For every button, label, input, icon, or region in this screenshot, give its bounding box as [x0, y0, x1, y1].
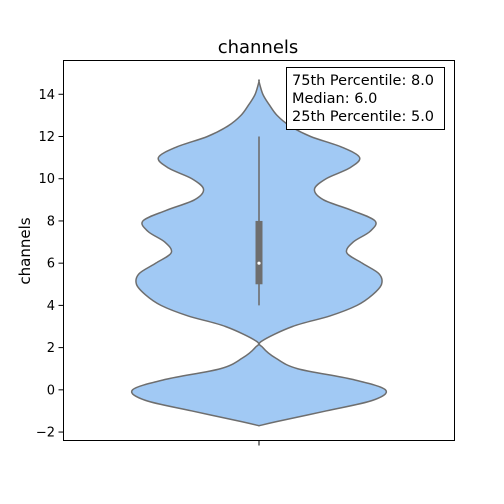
y-tick-label: 0 [47, 383, 55, 398]
y-axis-title: channels [16, 217, 34, 284]
y-tick-label: 2 [47, 341, 55, 356]
y-tick-label: 4 [47, 299, 55, 314]
y-tick-label: 14 [38, 88, 55, 103]
stats-annotation-box: 75th Percentile: 8.0 Median: 6.0 25th Pe… [286, 67, 445, 130]
stats-box-frame [286, 67, 445, 130]
median-dot [257, 261, 261, 265]
violin-layer [130, 79, 388, 427]
chart-title: channels [218, 37, 299, 58]
y-tick-label: −2 [36, 426, 55, 441]
y-tick-label: 6 [47, 257, 55, 272]
y-axis: −2 0 2 4 6 8 10 12 14 [36, 88, 64, 441]
y-tick-label: 12 [38, 130, 55, 145]
y-tick-label: 8 [47, 214, 55, 229]
iqr-box [255, 220, 263, 285]
stats-line-25th: 25th Percentile: 5.0 [292, 109, 434, 125]
stats-line-75th: 75th Percentile: 8.0 [292, 73, 434, 89]
y-tick-label: 10 [38, 172, 55, 187]
stats-line-median: Median: 6.0 [292, 91, 377, 107]
